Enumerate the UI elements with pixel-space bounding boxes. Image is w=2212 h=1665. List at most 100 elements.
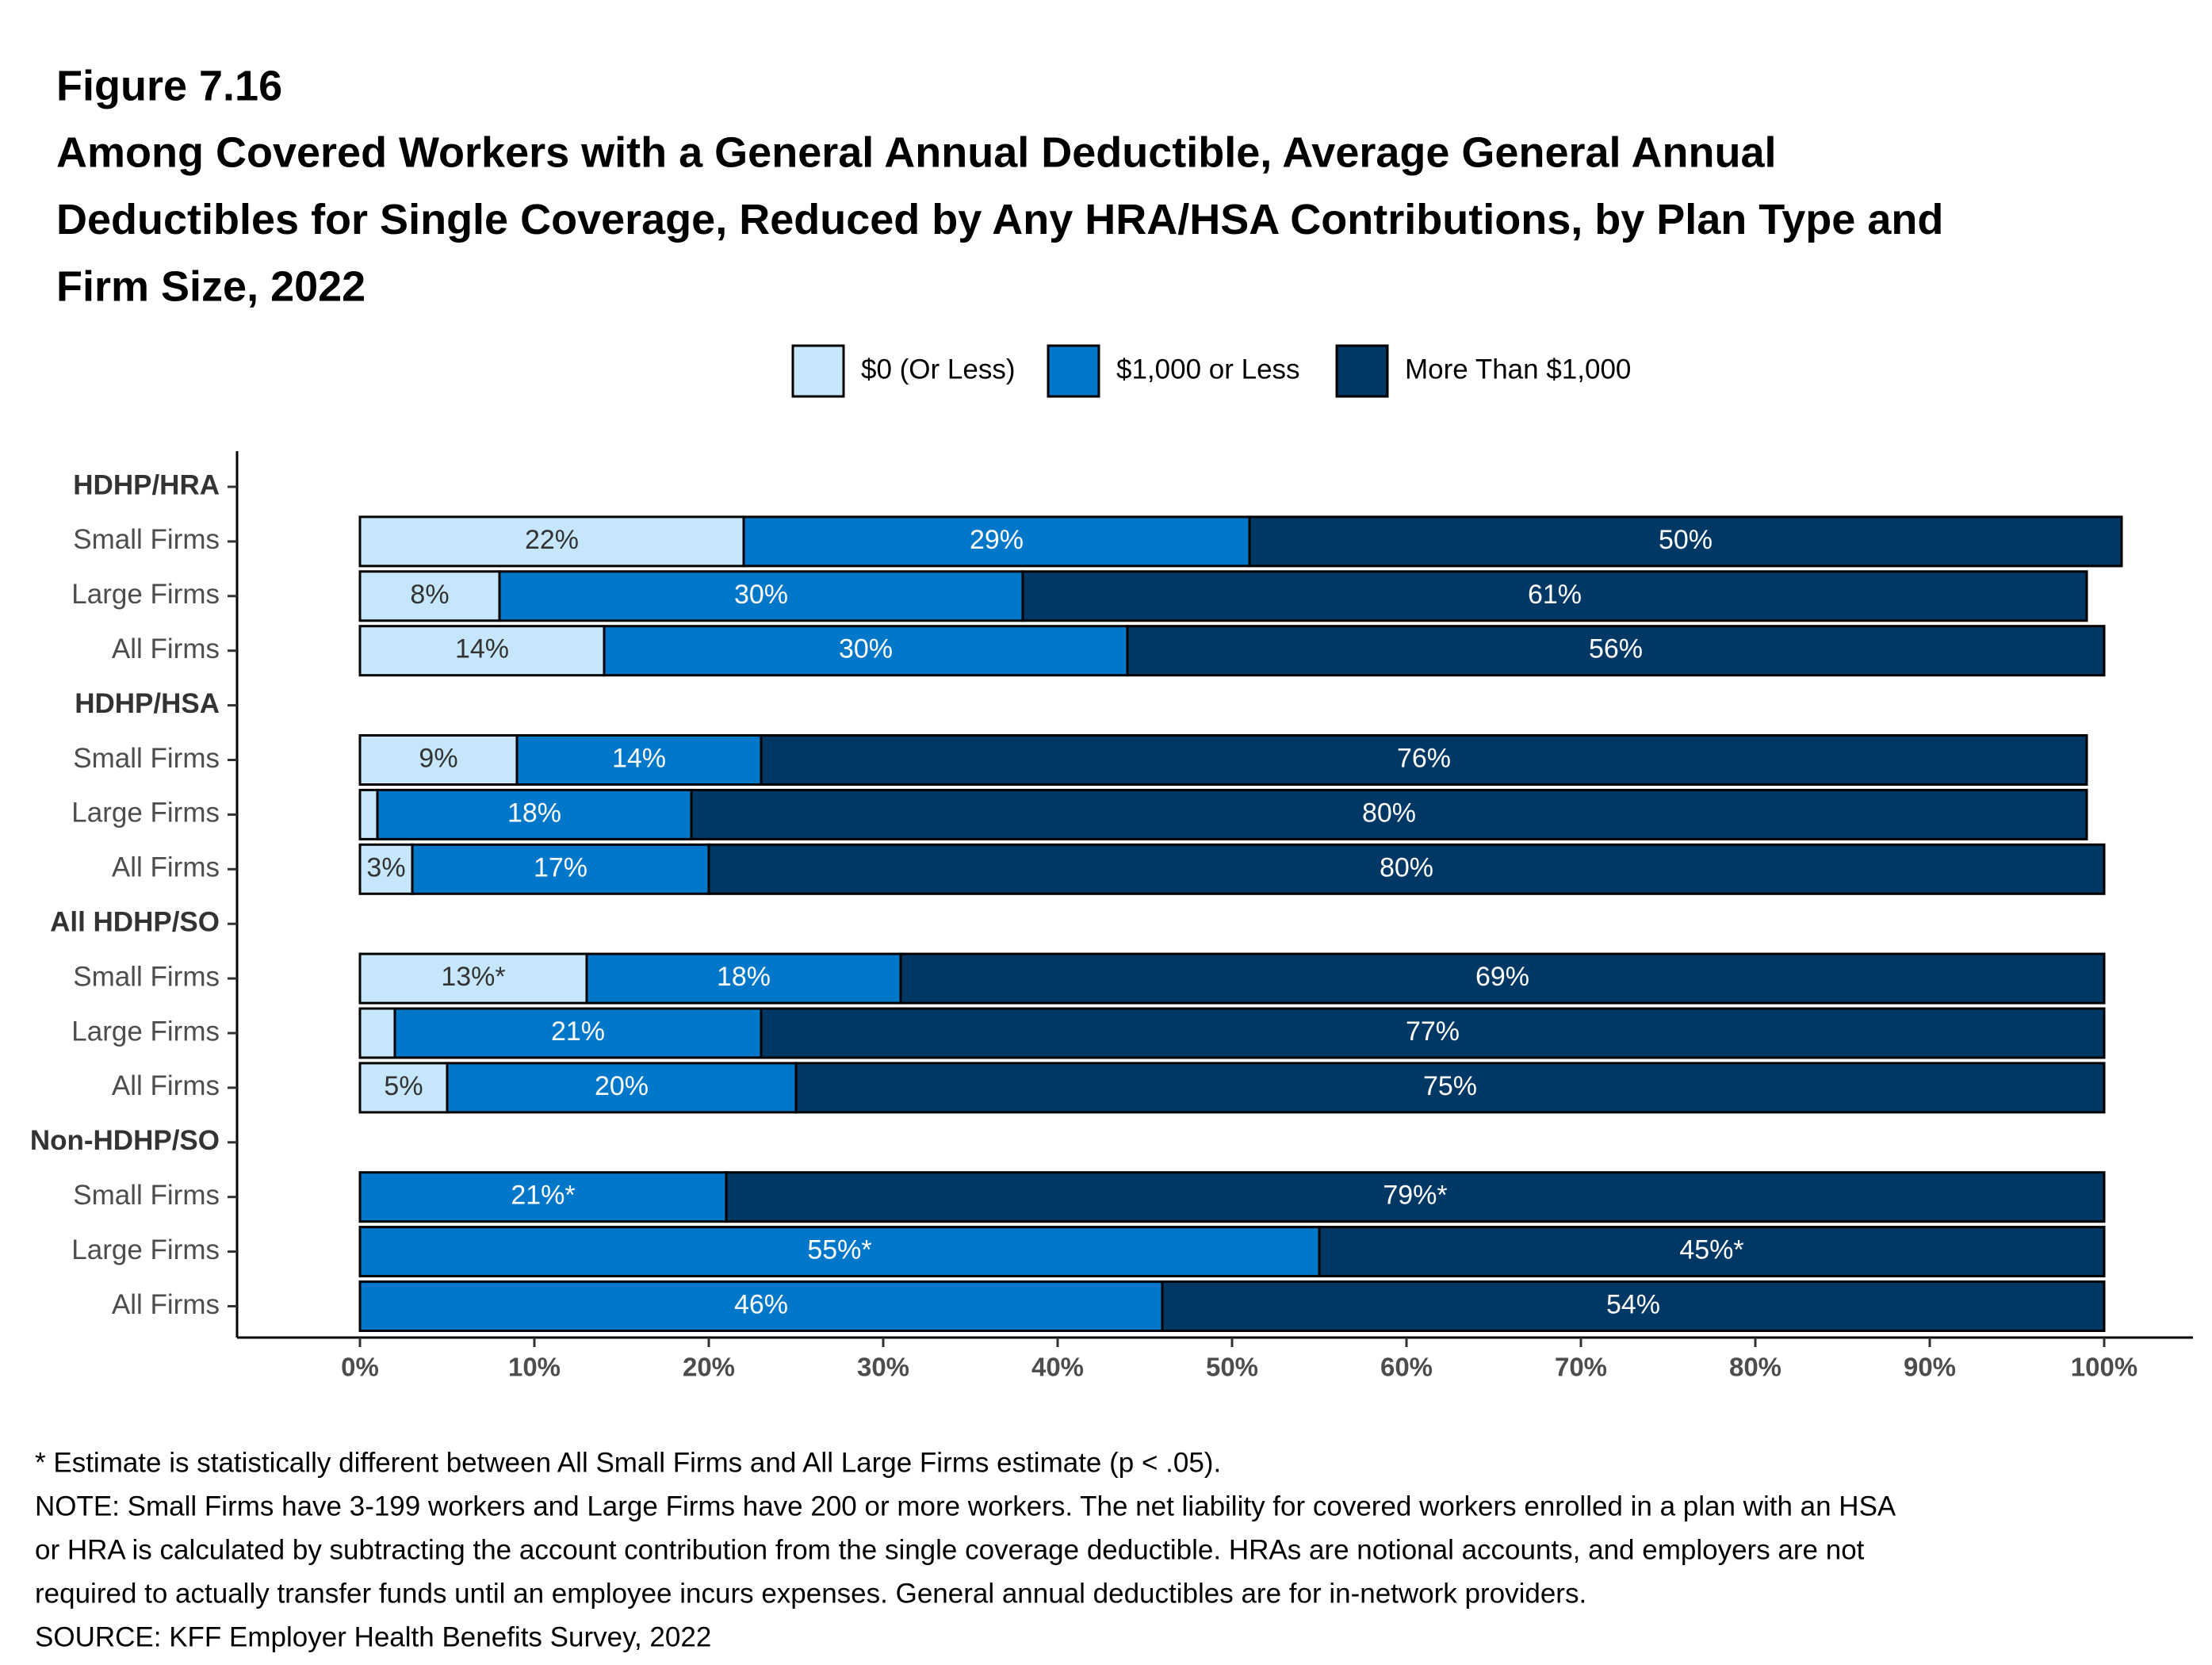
- value-label: 3%: [366, 852, 405, 882]
- bar-segment: [760, 734, 2088, 786]
- x-tick-label: 0%: [341, 1353, 379, 1382]
- x-tick-label: 70%: [1555, 1353, 1607, 1382]
- legend-label: $1,000 or Less: [1116, 354, 1300, 385]
- x-tick-label: 20%: [683, 1353, 735, 1382]
- y-tick-label: HDHP/HRA: [73, 469, 220, 500]
- y-tick-label: Small Firms: [73, 743, 220, 774]
- bar-segment: [515, 734, 763, 786]
- y-tick-label: All Firms: [112, 1070, 220, 1101]
- y-tick-label: All HDHP/SO: [50, 906, 220, 937]
- y-tick-label: Large Firms: [71, 1016, 220, 1047]
- value-label: 21%*: [511, 1181, 575, 1211]
- legend-label: More Than $1,000: [1405, 354, 1631, 385]
- chart-title: Deductibles for Single Coverage, Reduced…: [56, 196, 1943, 243]
- chart-title: Firm Size, 2022: [56, 262, 365, 310]
- value-label: 56%: [1589, 634, 1643, 664]
- bar-segment: [498, 570, 1024, 622]
- y-tick-label: All Firms: [112, 852, 220, 883]
- value-label: 69%: [1475, 962, 1529, 992]
- bar-segment: [358, 1171, 728, 1223]
- bar-segment: [899, 952, 2106, 1005]
- bar-segment: [1126, 625, 2106, 677]
- value-label: 22%: [525, 525, 579, 555]
- value-label: 30%: [839, 634, 893, 664]
- bar-segment: [794, 1062, 2106, 1114]
- y-tick-label: Small Firms: [73, 1180, 220, 1211]
- footnote: * Estimate is statistically different be…: [35, 1447, 1221, 1478]
- bar-segment: [411, 843, 710, 895]
- x-tick-label: 10%: [508, 1353, 561, 1382]
- figure-number: Figure 7.16: [56, 62, 282, 109]
- bar-segment: [1318, 1226, 2106, 1278]
- x-tick-label: 60%: [1380, 1353, 1433, 1382]
- bar-segment: [760, 1007, 2106, 1059]
- value-label: 80%: [1362, 798, 1416, 828]
- bar-segment: [725, 1171, 2106, 1223]
- value-label: 20%: [595, 1071, 649, 1101]
- bar-segment: [376, 788, 693, 840]
- y-tick-label: Large Firms: [71, 579, 220, 610]
- bar-segment: [358, 952, 588, 1005]
- bar-segment: [1021, 570, 2088, 622]
- value-label: 75%: [1423, 1071, 1477, 1101]
- y-tick-label: All Firms: [112, 1289, 220, 1320]
- legend-swatch: [1335, 344, 1389, 398]
- value-label: 13%*: [441, 962, 505, 992]
- bar-segment: [393, 1007, 763, 1059]
- value-label: 8%: [410, 580, 449, 610]
- value-label: 14%: [455, 634, 509, 664]
- x-tick-label: 100%: [2071, 1353, 2137, 1382]
- bar-segment: [358, 788, 379, 840]
- bar-segment: [358, 1007, 396, 1059]
- value-label: 21%: [551, 1016, 605, 1047]
- footnote: required to actually transfer funds unti…: [35, 1578, 1586, 1609]
- value-label: 5%: [384, 1071, 423, 1101]
- value-label: 80%: [1380, 852, 1433, 882]
- x-tick-label: 90%: [1904, 1353, 1956, 1382]
- value-label: 46%: [734, 1289, 788, 1319]
- value-label: 76%: [1397, 743, 1451, 773]
- value-label: 17%: [534, 852, 587, 882]
- bar-segment: [1161, 1280, 2106, 1332]
- footnote: or HRA is calculated by subtracting the …: [35, 1534, 1865, 1565]
- chart-title: Among Covered Workers with a General Ann…: [56, 128, 1777, 176]
- bar-segment: [358, 1062, 449, 1114]
- legend-label: $0 (Or Less): [861, 354, 1016, 385]
- bar-segment: [358, 843, 414, 895]
- y-tick-label: Non-HDHP/SO: [30, 1125, 220, 1156]
- value-label: 55%*: [807, 1235, 871, 1265]
- legend-swatch: [1047, 344, 1100, 398]
- x-tick-label: 50%: [1206, 1353, 1258, 1382]
- y-tick-label: Large Firms: [71, 798, 220, 829]
- y-tick-label: All Firms: [112, 633, 220, 664]
- value-label: 9%: [419, 743, 457, 773]
- y-tick-label: HDHP/HSA: [75, 688, 220, 719]
- value-label: 29%: [970, 525, 1024, 555]
- value-label: 30%: [734, 580, 788, 610]
- value-label: 61%: [1528, 580, 1582, 610]
- value-label: 45%*: [1679, 1235, 1743, 1265]
- value-label: 14%: [612, 743, 666, 773]
- value-label: 77%: [1406, 1016, 1460, 1047]
- y-tick-label: Large Firms: [71, 1234, 220, 1265]
- bar-segment: [358, 625, 606, 677]
- value-label: 50%: [1659, 525, 1713, 555]
- bar-segment: [690, 788, 2088, 840]
- x-tick-label: 30%: [857, 1353, 909, 1382]
- bar-segment: [1248, 515, 2123, 568]
- footnote: SOURCE: KFF Employer Health Benefits Sur…: [35, 1621, 711, 1652]
- value-label: 54%: [1606, 1289, 1660, 1319]
- bar-segment: [358, 734, 519, 786]
- y-tick-label: Small Firms: [73, 524, 220, 555]
- bar-segment: [603, 625, 1129, 677]
- value-label: 18%: [507, 798, 561, 828]
- y-tick-label: Small Firms: [73, 961, 220, 992]
- x-tick-label: 80%: [1729, 1353, 1781, 1382]
- value-label: 18%: [717, 962, 771, 992]
- x-tick-label: 40%: [1031, 1353, 1084, 1382]
- bar-segment: [707, 843, 2106, 895]
- legend-swatch: [791, 344, 845, 398]
- bar-segment: [446, 1062, 798, 1114]
- bar-segment: [358, 515, 745, 568]
